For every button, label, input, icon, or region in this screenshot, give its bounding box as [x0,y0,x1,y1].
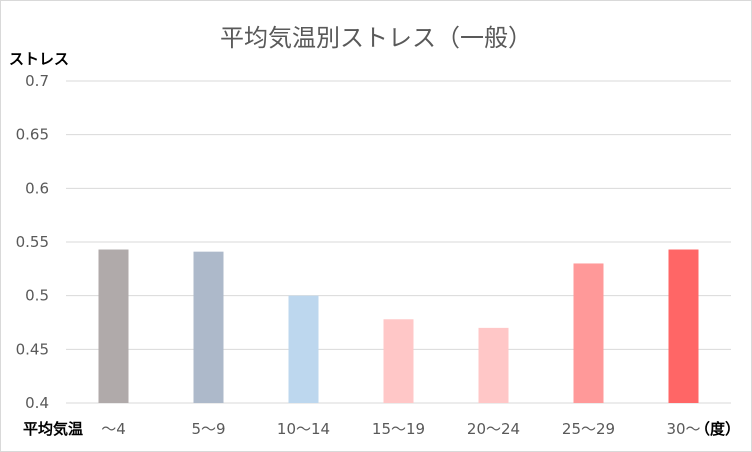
x-tick-label: 30～ [666,420,700,438]
y-tick-label: 0.55 [16,233,49,251]
y-tick-label: 0.4 [25,394,49,412]
bar [193,251,224,403]
x-tick-label: 15～19 [372,420,425,438]
x-tick-label: 20～24 [467,420,520,438]
gridlines [66,80,731,404]
bar [478,327,509,403]
bar [288,295,319,403]
y-tick-label: 0.5 [25,287,49,305]
bar [668,249,699,403]
x-tick-label: 10～14 [277,420,330,438]
x-tick-label: 5～9 [191,420,225,438]
y-axis-ticks: 0.4 0.45 0.5 0.55 0.6 0.65 0.7 [16,72,49,412]
x-tick-label: ～4 [101,420,126,438]
y-axis-label: ストレス [9,50,69,68]
x-axis-unit: （度） [695,420,740,438]
y-tick-label: 0.6 [25,179,49,197]
y-tick-label: 0.7 [25,72,49,90]
x-tick-label: 25～29 [562,420,615,438]
bars [98,249,699,403]
x-axis-label: 平均気温 [23,420,83,438]
bar [573,263,604,403]
x-axis-ticks: ～4 5～9 10～14 15～19 20～24 25～29 30～ [101,420,700,438]
bar [383,319,414,403]
bar [98,249,129,403]
chart-title: 平均気温別ストレス（一般） [220,24,532,52]
y-tick-label: 0.65 [16,126,49,144]
y-tick-label: 0.45 [16,340,49,358]
